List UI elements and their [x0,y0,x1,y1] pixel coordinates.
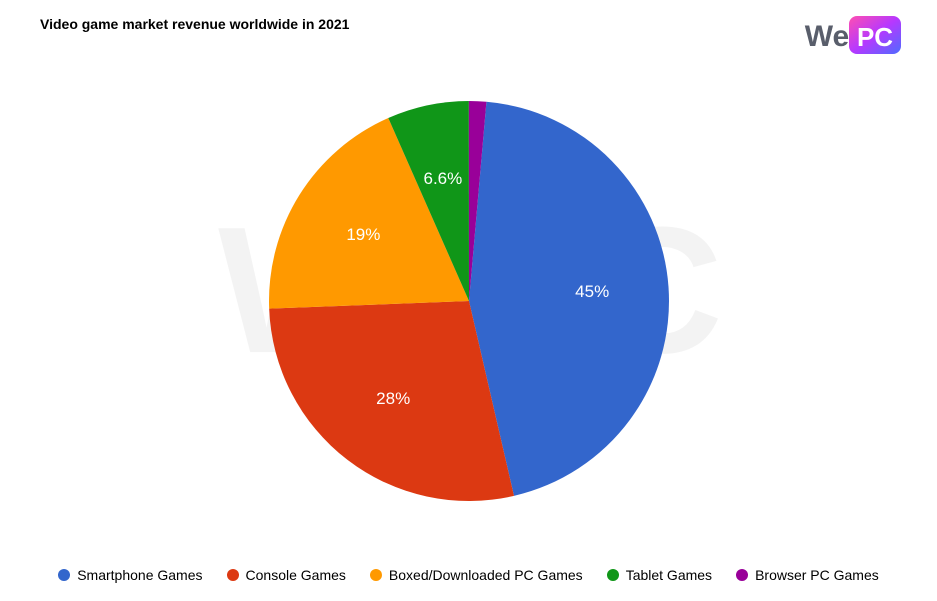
legend-label: Console Games [246,567,346,583]
legend-item: Console Games [227,567,346,583]
legend-label: Smartphone Games [77,567,202,583]
legend-dot [227,569,239,581]
slice-label: 19% [346,225,380,245]
legend-label: Boxed/Downloaded PC Games [389,567,583,583]
slice-label: 6.6% [424,169,463,189]
legend-dot [736,569,748,581]
wepc-logo: We PC [797,14,907,64]
chart-title: Video game market revenue worldwide in 2… [40,16,349,32]
legend-item: Browser PC Games [736,567,879,583]
pie-chart: 45% 28% 19% 6.6% [249,81,689,521]
slice-label: 45% [575,282,609,302]
legend-label: Browser PC Games [755,567,879,583]
legend-label: Tablet Games [626,567,712,583]
legend-item: Smartphone Games [58,567,202,583]
chart-area: 45% 28% 19% 6.6% [0,60,937,541]
legend-item: Boxed/Downloaded PC Games [370,567,583,583]
legend-dot [58,569,70,581]
legend-dot [607,569,619,581]
legend: Smartphone Games Console Games Boxed/Downl… [0,567,937,583]
legend-item: Tablet Games [607,567,712,583]
svg-text:We: We [805,20,849,53]
legend-dot [370,569,382,581]
svg-text:PC: PC [857,22,893,52]
slice-label: 28% [376,389,410,409]
